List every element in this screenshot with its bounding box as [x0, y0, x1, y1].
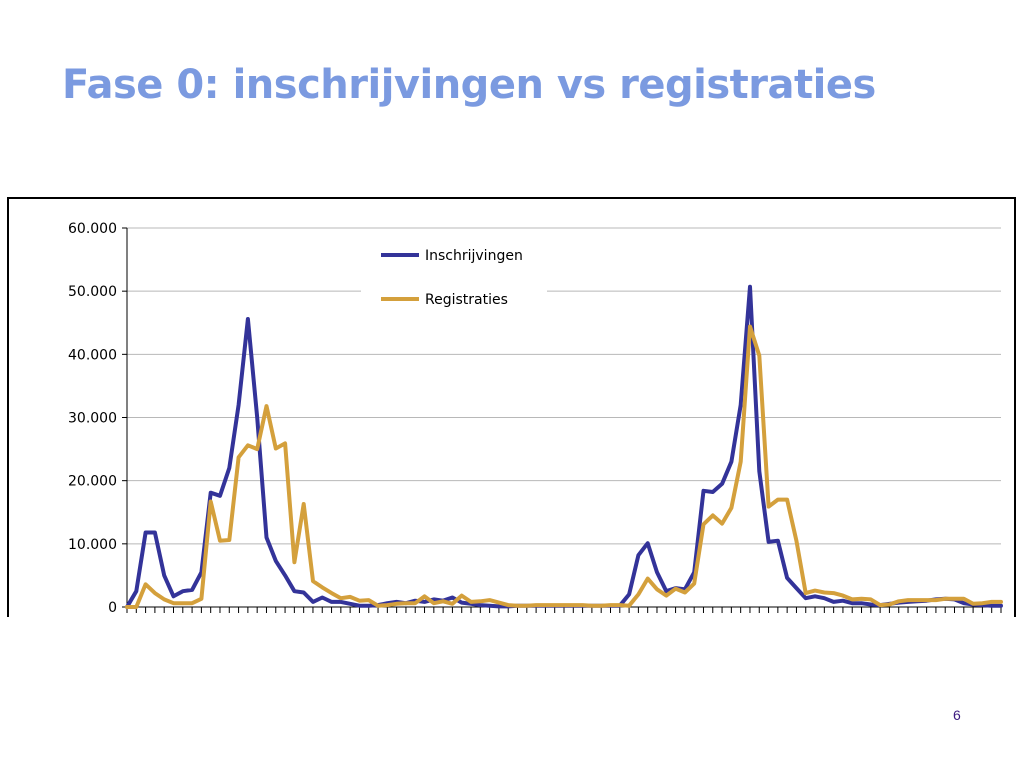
y-tick-label: 60.000: [68, 221, 117, 237]
chart-frame: 0 10.000 20.000 30.000 40.000 50.000 60.000 Ins…: [7, 197, 1016, 617]
legend-label: Registraties: [425, 292, 508, 308]
page-number: 6: [953, 707, 961, 723]
y-tick-label: 30.000: [68, 411, 117, 427]
slide-title: Fase 0: inschrijvingen vs registraties: [62, 62, 876, 108]
y-tick-label: 40.000: [68, 347, 117, 363]
series-line-registraties: [125, 324, 1003, 609]
line-chart: 0 10.000 20.000 30.000 40.000 50.000 60.000 Ins…: [68, 221, 1003, 616]
legend-background: [361, 239, 547, 319]
y-tick-label: 50.000: [68, 284, 117, 300]
y-tick-label: 0: [108, 600, 117, 616]
legend-label: Inschrijvingen: [425, 248, 523, 264]
y-tick-label: 10.000: [68, 537, 117, 553]
y-tick-label: 20.000: [68, 474, 117, 490]
